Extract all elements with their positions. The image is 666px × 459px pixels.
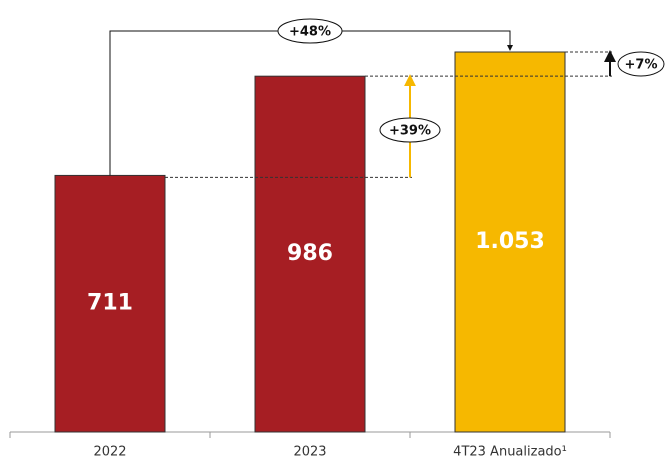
- bar: [254, 75, 366, 433]
- value-label: 1.053: [475, 229, 545, 254]
- x-tick-label: 2022: [93, 445, 126, 459]
- x-tick-label: 2023: [293, 445, 326, 459]
- value-label: 711: [87, 291, 133, 316]
- annotation: +48%: [289, 25, 331, 40]
- annotation-bubble: [617, 51, 665, 77]
- annotation: +7%: [625, 58, 658, 73]
- x-tick-label: 4T23 Anualizado¹: [453, 445, 567, 459]
- annotation: +39%: [389, 124, 431, 139]
- bar: [454, 51, 566, 433]
- annotation-bubble: [379, 117, 441, 143]
- annotation-bubble: [277, 18, 343, 44]
- value-label: 986: [287, 241, 333, 266]
- bar: [54, 174, 166, 433]
